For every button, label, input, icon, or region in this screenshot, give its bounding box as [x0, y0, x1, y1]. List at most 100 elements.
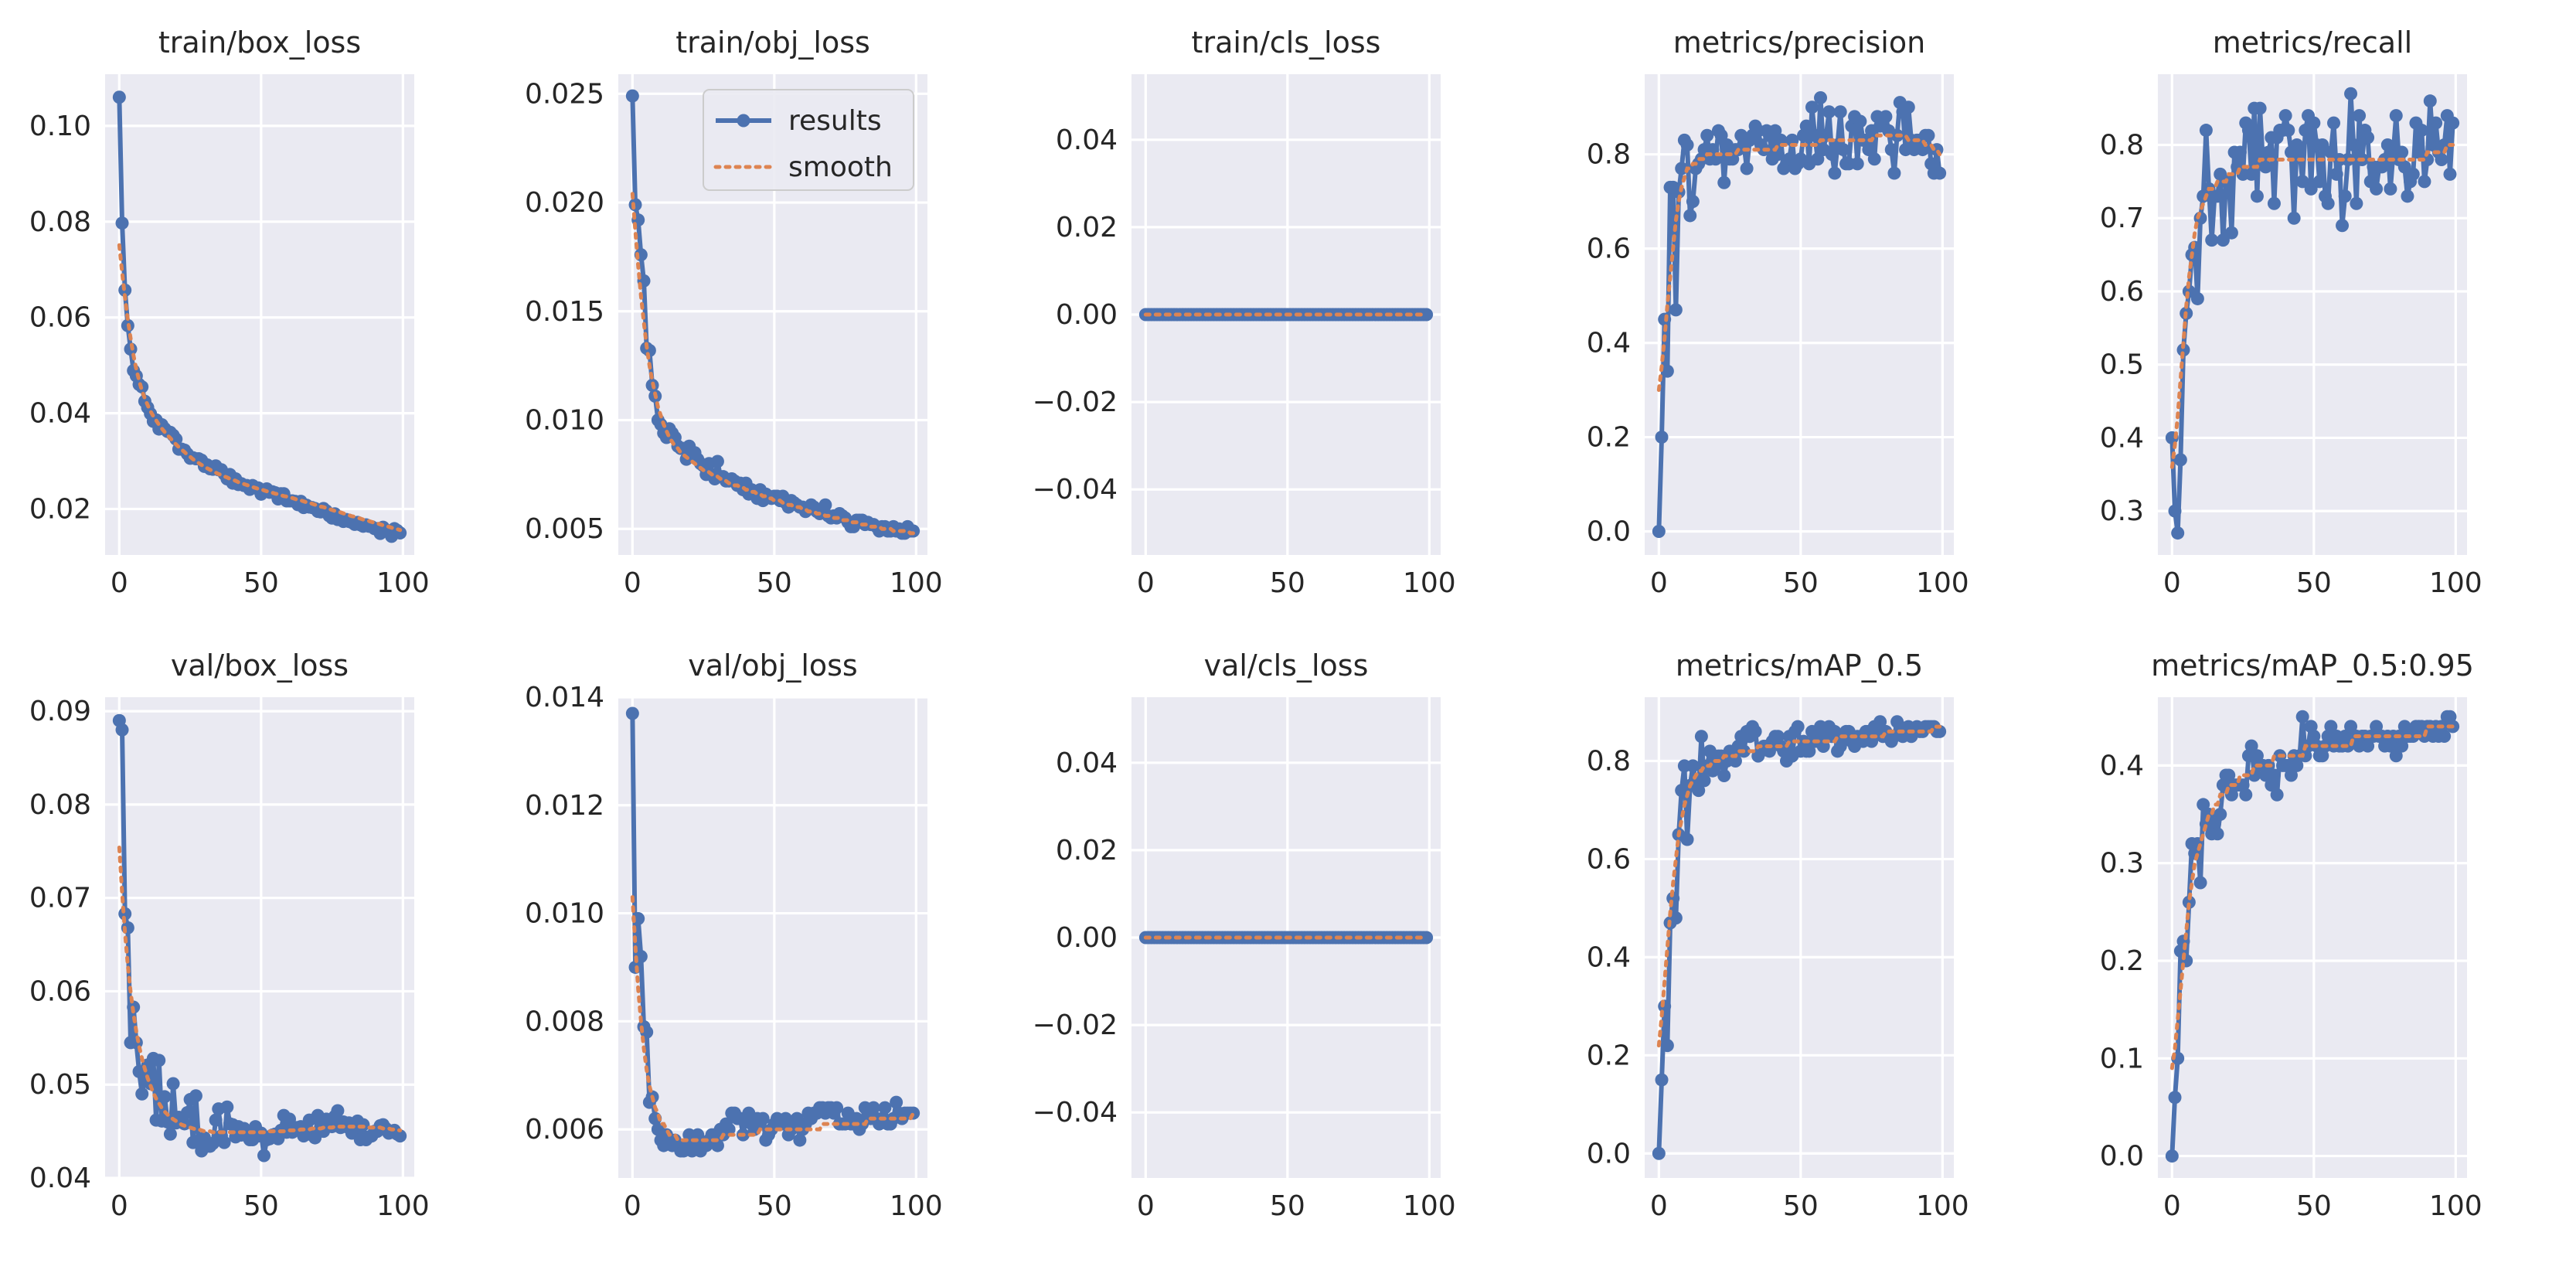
x-tick-label: 100 [890, 1190, 943, 1222]
y-tick-label: 0.010 [525, 898, 604, 930]
results-marker [189, 1089, 202, 1103]
results-marker [1791, 720, 1805, 734]
series-layer [2165, 87, 2460, 540]
series-line-smooth [1656, 724, 1942, 1048]
results-marker [2239, 788, 2253, 802]
results-marker [2199, 124, 2213, 138]
results-marker [220, 1100, 234, 1114]
results-marker [2353, 109, 2367, 123]
results-marker [206, 1136, 219, 1150]
results-marker [112, 90, 126, 104]
results-marker [2295, 175, 2309, 189]
results-marker [2270, 788, 2284, 802]
legend-label-results: results [788, 105, 882, 137]
results-marker [2284, 768, 2298, 782]
x-tick-label: 100 [1403, 1190, 1456, 1222]
x-tick-label: 50 [243, 1190, 279, 1222]
series-layer [1652, 90, 1947, 539]
results-marker [2423, 94, 2437, 108]
y-tick-label: 0.2 [2100, 945, 2144, 977]
x-tick-label: 50 [2296, 1190, 2332, 1222]
results-marker [1686, 195, 1700, 209]
plot-area [105, 697, 414, 1178]
x-tick-label: 50 [1783, 567, 1819, 599]
results-marker [1799, 119, 1813, 133]
y-tick-label: 0.09 [29, 696, 91, 727]
y-tick-label: 0.7 [2100, 203, 2144, 234]
x-tick-label: 50 [1270, 1190, 1305, 1222]
legend-label-smooth: smooth [788, 151, 893, 183]
results-marker [2307, 116, 2321, 130]
results-marker [1921, 128, 1935, 142]
y-tick-label: 0.0 [1587, 516, 1631, 548]
plot-area [2158, 697, 2467, 1178]
x-tick-label: 50 [243, 567, 279, 599]
results-marker [2370, 182, 2384, 196]
y-tick-label: 0.020 [525, 187, 604, 219]
x-tick-label: 100 [1916, 567, 1969, 599]
results-marker [1873, 715, 1887, 729]
subplot-0: 0 50 100 0.02 0.04 0.06 0.08 0.10 train/box_loss [29, 26, 430, 599]
results-marker [2197, 798, 2210, 812]
y-tick-label: 0.02 [1056, 212, 1118, 243]
results-marker [2429, 116, 2443, 130]
series-layer [112, 90, 407, 543]
series-line-smooth [630, 895, 916, 1142]
results-marker [2338, 189, 2352, 203]
results-marker [2336, 219, 2350, 233]
results-marker [1686, 759, 1700, 773]
results-marker [2171, 526, 2185, 540]
y-tick-label: 0.015 [525, 296, 604, 328]
results-marker [1697, 774, 1711, 788]
results-marker [793, 1133, 807, 1147]
results-marker [2384, 182, 2397, 196]
y-tick-label: 0.04 [29, 398, 91, 430]
results-marker [2224, 226, 2238, 240]
results-marker [2324, 145, 2338, 159]
y-tick-label: 0.3 [2100, 495, 2144, 527]
subplot-title: metrics/mAP_0.5:0.95 [2151, 649, 2474, 683]
results-marker [1700, 128, 1714, 142]
y-tick-label: 0.6 [1587, 843, 1631, 875]
results-marker [2346, 138, 2360, 152]
results-marker [1692, 784, 1706, 798]
subplot-title: metrics/mAP_0.5 [1676, 649, 1923, 683]
x-tick-label: 100 [376, 1190, 430, 1222]
results-marker [1814, 90, 1828, 104]
subplot-title: train/box_loss [158, 26, 361, 60]
results-marker [2168, 1091, 2182, 1105]
x-tick-label: 0 [2163, 1190, 2181, 1222]
results-marker [1808, 128, 1822, 142]
y-tick-label: 0.6 [2100, 276, 2144, 308]
results-marker [2282, 124, 2295, 138]
results-marker [1420, 308, 1434, 322]
results-marker [1853, 114, 1867, 128]
results-marker [1694, 730, 1708, 744]
results-marker [2312, 175, 2326, 189]
y-tick-label: 0.4 [1587, 941, 1631, 973]
results-marker [2321, 196, 2335, 210]
results-marker [152, 1054, 166, 1067]
y-tick-label: 0.07 [29, 883, 91, 914]
results-marker [1652, 525, 1666, 539]
results-marker [722, 1122, 736, 1136]
results-marker [2395, 145, 2409, 159]
results-marker [2361, 131, 2375, 145]
y-tick-label: −0.04 [1033, 474, 1118, 506]
results-marker [115, 723, 129, 737]
y-tick-label: 0.4 [2100, 750, 2144, 781]
x-tick-label: 100 [376, 567, 430, 599]
results-marker [2278, 109, 2292, 123]
results-marker [691, 1128, 705, 1142]
y-tick-label: 0.3 [2100, 848, 2144, 880]
results-marker [2414, 124, 2428, 138]
results-marker [1655, 1073, 1669, 1087]
y-tick-label: 0.00 [1056, 922, 1118, 954]
results-marker [2250, 189, 2264, 203]
results-marker [830, 1101, 844, 1115]
results-marker [2168, 504, 2182, 518]
results-marker [1680, 138, 1694, 151]
results-marker [1683, 209, 1697, 223]
y-tick-label: 0.8 [1587, 746, 1631, 778]
